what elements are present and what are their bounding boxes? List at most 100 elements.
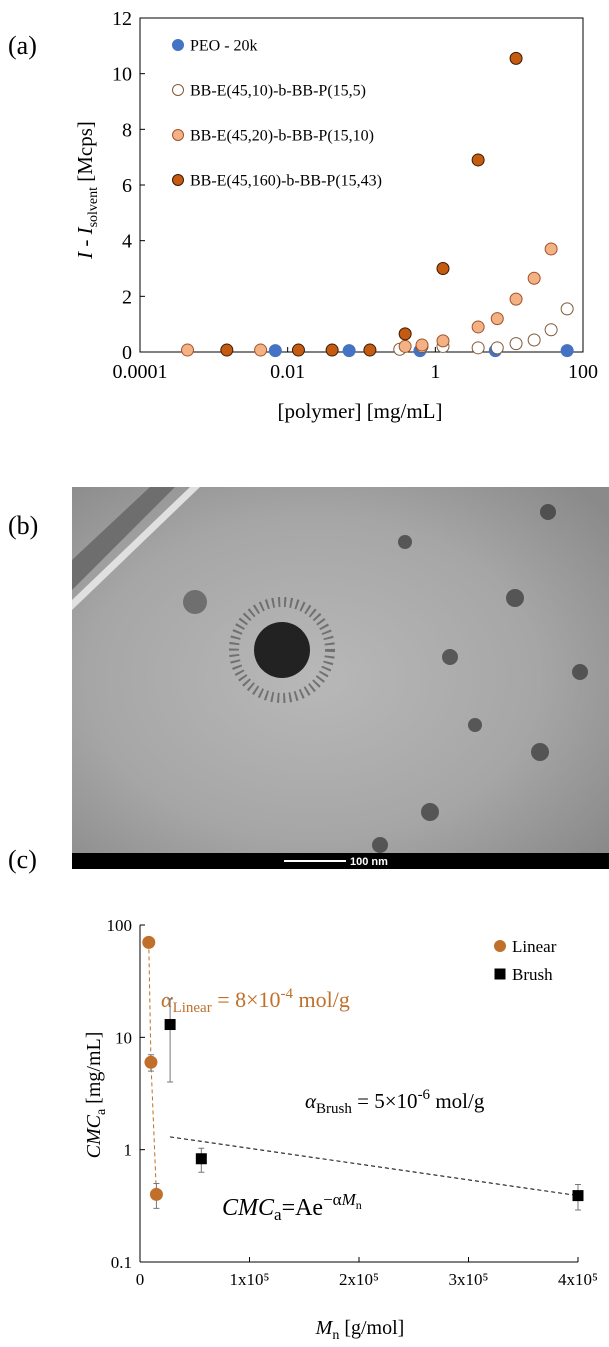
- annotation-part: Brush: [316, 1101, 352, 1117]
- micelle: [506, 589, 524, 607]
- point: [399, 340, 411, 352]
- annotation-part: = 5×10: [352, 1089, 418, 1113]
- y-tick-label: 100: [107, 916, 133, 935]
- label-part: [mg/mL]: [83, 1032, 105, 1109]
- y-tick-label: 8: [122, 119, 132, 141]
- point: [343, 345, 355, 357]
- label-part: n: [332, 1328, 339, 1343]
- point: [472, 342, 484, 354]
- micelle: [372, 837, 388, 853]
- point: [545, 243, 557, 255]
- point: [561, 303, 573, 315]
- x-tick-label: 0.01: [270, 361, 305, 383]
- annotation-part: mol/g: [430, 1089, 485, 1113]
- x-tick-label: 0: [136, 1270, 145, 1289]
- point: [182, 344, 194, 356]
- legend-marker: [173, 175, 184, 186]
- label-part: solvent: [86, 187, 101, 228]
- micrograph-image: [72, 487, 609, 869]
- point: [165, 1020, 175, 1030]
- point: [491, 313, 503, 325]
- panel-label: (b): [8, 511, 38, 540]
- x-axis-label: [polymer] [mg/mL]: [277, 399, 442, 423]
- annotation-part: mol/g: [293, 987, 350, 1012]
- y-tick-label: 0.1: [111, 1253, 132, 1272]
- legend-label: BB-E(45,160)-b-BB-P(15,43): [190, 173, 382, 190]
- point: [437, 263, 449, 275]
- point: [292, 344, 304, 356]
- point: [528, 334, 540, 346]
- annotation-part: = 8×10: [212, 987, 281, 1012]
- label-part: -: [73, 234, 97, 252]
- point: [545, 324, 557, 336]
- annotation-part: =Ae: [282, 1195, 324, 1221]
- legend-label: Linear: [512, 937, 557, 956]
- point: [145, 1056, 157, 1068]
- label-part: CMC: [83, 1114, 105, 1158]
- legend-marker: [173, 85, 184, 96]
- y-axis-label: I - Isolvent [Mcps]: [73, 121, 101, 260]
- point: [561, 345, 573, 357]
- annotation: αBrush = 5×10-6 mol/g: [305, 1087, 485, 1117]
- panel-label: (a): [8, 31, 37, 60]
- micelle: [468, 718, 482, 732]
- figure: (a) (b) (c) 100 nm I - Isolvent [Mcps] […: [0, 0, 609, 1347]
- legend-label: Brush: [512, 965, 553, 984]
- y-axis-label: CMCa [mg/mL]: [83, 1032, 109, 1159]
- point: [573, 1191, 583, 1201]
- legend-marker: [173, 130, 184, 141]
- y-tick-label: 0: [122, 342, 132, 364]
- annotation: CMCa=Ae−αMn: [222, 1190, 362, 1224]
- point: [528, 272, 540, 284]
- micelle: [572, 664, 588, 680]
- point: [472, 154, 484, 166]
- micelle: [421, 803, 439, 821]
- point: [416, 339, 428, 351]
- annotation-part: −α: [323, 1190, 342, 1209]
- point: [510, 338, 522, 350]
- legend-marker: [495, 941, 506, 952]
- scale-label: 100 nm: [350, 856, 388, 868]
- point: [269, 345, 281, 357]
- point: [510, 52, 522, 64]
- point: [364, 344, 376, 356]
- point: [326, 344, 338, 356]
- annotation-part: n: [356, 1198, 362, 1212]
- label-part: [Mcps]: [73, 121, 97, 187]
- point: [255, 344, 267, 356]
- y-tick-label: 1: [124, 1141, 133, 1160]
- micelle: [442, 649, 458, 665]
- panel-label: (c): [8, 845, 37, 874]
- x-tick-label: 100: [568, 361, 598, 383]
- point: [510, 293, 522, 305]
- annotation-part: CMC: [222, 1195, 275, 1221]
- y-tick-label: 10: [115, 1028, 132, 1047]
- x-tick-label: 1: [430, 361, 440, 383]
- legend-label: BB-E(45,10)-b-BB-P(15,5): [190, 83, 366, 100]
- annotation: αLinear = 8×10-4 mol/g: [161, 986, 350, 1016]
- micelle: [531, 743, 549, 761]
- y-tick-label: 4: [122, 231, 132, 253]
- annotation-part: M: [341, 1190, 357, 1209]
- label-part: [g/mol]: [339, 1317, 404, 1339]
- fit-line: [170, 1137, 578, 1196]
- point: [437, 335, 449, 347]
- point: [150, 1188, 162, 1200]
- x-tick-label: 2x10⁵: [339, 1270, 379, 1289]
- annotation-part: Linear: [173, 1000, 212, 1016]
- micrograph: 100 nm: [72, 487, 609, 869]
- x-axis-label: Mn [g/mol]: [315, 1317, 405, 1343]
- micelle: [183, 590, 207, 614]
- y-tick-label: 10: [112, 64, 132, 86]
- point: [399, 328, 411, 340]
- micelle: [254, 622, 310, 678]
- point: [491, 342, 503, 354]
- legend-marker: [495, 969, 505, 979]
- y-tick-label: 12: [112, 8, 132, 30]
- x-tick-label: 0.0001: [113, 361, 168, 383]
- label-part: M: [315, 1317, 334, 1339]
- x-tick-label: 4x10⁵: [558, 1270, 598, 1289]
- annotation-part: -6: [418, 1087, 431, 1103]
- micelle: [540, 504, 556, 520]
- point: [196, 1154, 206, 1164]
